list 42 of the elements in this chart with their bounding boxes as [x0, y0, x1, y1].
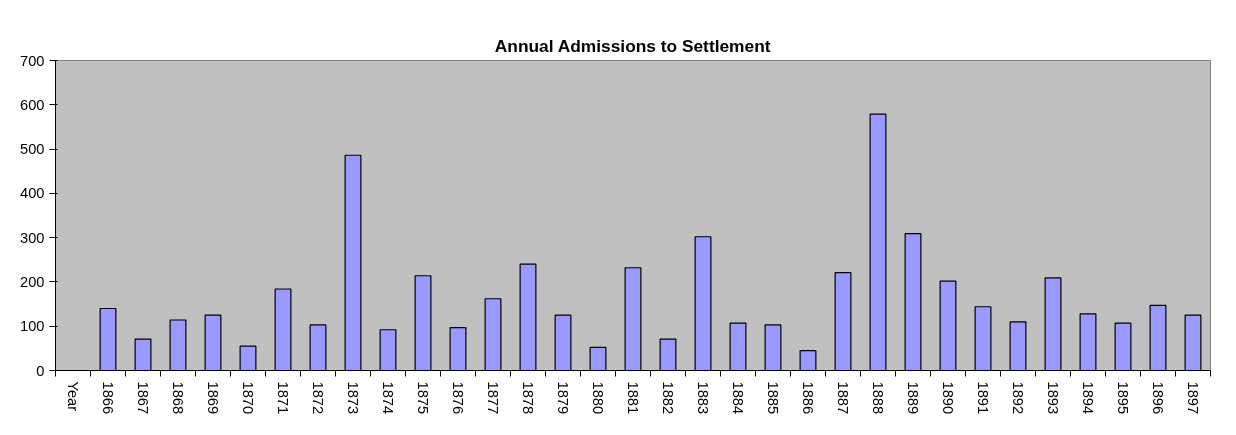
x-tick-label: 1871: [275, 381, 291, 415]
x-tick-label: Year: [65, 381, 81, 412]
x-tick-label: 1877: [485, 381, 501, 415]
x-tick-label: 1873: [345, 381, 361, 415]
x-tick-label: 1883: [695, 381, 711, 415]
x-tick-label: 1896: [1150, 381, 1166, 415]
x-tick-label: 1875: [415, 381, 431, 415]
x-tick-label: 1893: [1045, 381, 1061, 415]
y-tick-label: 600: [20, 96, 45, 113]
x-tick-label: 1867: [135, 381, 151, 415]
x-tick-label: 1870: [240, 381, 256, 415]
x-tick-label: 1897: [1185, 381, 1201, 415]
x-tick-label: 1879: [555, 381, 571, 415]
y-tick-label: 500: [20, 141, 45, 158]
y-tick-label: 0: [36, 362, 45, 379]
x-tick-label: 1887: [835, 381, 851, 415]
x-tick-label: 1890: [940, 381, 956, 415]
x-tick-label: 1892: [1010, 381, 1026, 415]
x-tick-label: 1884: [730, 381, 746, 415]
x-tick-label: 1876: [450, 381, 466, 415]
x-tick-label: 1895: [1115, 381, 1131, 415]
x-tick-label: 1886: [800, 381, 816, 415]
x-tick-label: 1882: [660, 381, 676, 415]
chart-title: Annual Admissions to Settlement: [494, 35, 771, 56]
y-tick-label: 700: [20, 52, 45, 69]
x-tick-label: 1888: [870, 381, 886, 415]
y-tick-label: 200: [20, 273, 45, 290]
x-tick-label: 1872: [310, 381, 326, 415]
x-tick-label: 1866: [100, 381, 116, 415]
x-tick-label: 1894: [1080, 381, 1096, 415]
x-tick-label: 1881: [625, 381, 641, 415]
x-tick-label: 1880: [590, 381, 606, 415]
y-tick-label: 300: [20, 229, 45, 246]
y-tick-label: 100: [20, 318, 45, 335]
x-tick-label: 1891: [975, 381, 991, 415]
y-tick-label: 400: [20, 185, 45, 202]
x-tick-label: 1889: [905, 381, 921, 415]
x-tick-label: 1874: [380, 381, 396, 415]
x-tick-label: 1885: [765, 381, 781, 415]
x-tick-label: 1868: [170, 381, 186, 415]
x-tick-label: 1869: [205, 381, 221, 415]
x-tick-label: 1878: [520, 381, 536, 415]
